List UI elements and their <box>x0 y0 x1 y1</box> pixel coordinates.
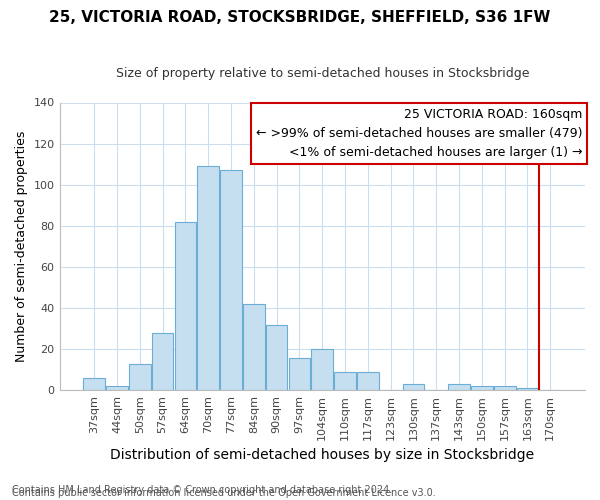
Bar <box>129 364 151 390</box>
Bar <box>448 384 470 390</box>
Bar <box>175 222 196 390</box>
Text: Contains HM Land Registry data © Crown copyright and database right 2024.: Contains HM Land Registry data © Crown c… <box>12 485 392 495</box>
Bar <box>106 386 128 390</box>
Bar <box>83 378 105 390</box>
Text: 25 VICTORIA ROAD: 160sqm
← >99% of semi-detached houses are smaller (479)
<1% of: 25 VICTORIA ROAD: 160sqm ← >99% of semi-… <box>256 108 583 160</box>
Text: Contains public sector information licensed under the Open Government Licence v3: Contains public sector information licen… <box>12 488 436 498</box>
Bar <box>471 386 493 390</box>
Bar <box>403 384 424 390</box>
Bar <box>266 324 287 390</box>
Bar <box>152 333 173 390</box>
Bar <box>289 358 310 390</box>
Bar <box>243 304 265 390</box>
Bar <box>494 386 515 390</box>
Bar <box>220 170 242 390</box>
Text: 25, VICTORIA ROAD, STOCKSBRIDGE, SHEFFIELD, S36 1FW: 25, VICTORIA ROAD, STOCKSBRIDGE, SHEFFIE… <box>49 10 551 25</box>
Bar <box>197 166 219 390</box>
Title: Size of property relative to semi-detached houses in Stocksbridge: Size of property relative to semi-detach… <box>116 68 529 80</box>
Bar <box>357 372 379 390</box>
X-axis label: Distribution of semi-detached houses by size in Stocksbridge: Distribution of semi-detached houses by … <box>110 448 535 462</box>
Bar <box>311 350 333 391</box>
Bar <box>517 388 538 390</box>
Bar <box>334 372 356 390</box>
Y-axis label: Number of semi-detached properties: Number of semi-detached properties <box>15 131 28 362</box>
